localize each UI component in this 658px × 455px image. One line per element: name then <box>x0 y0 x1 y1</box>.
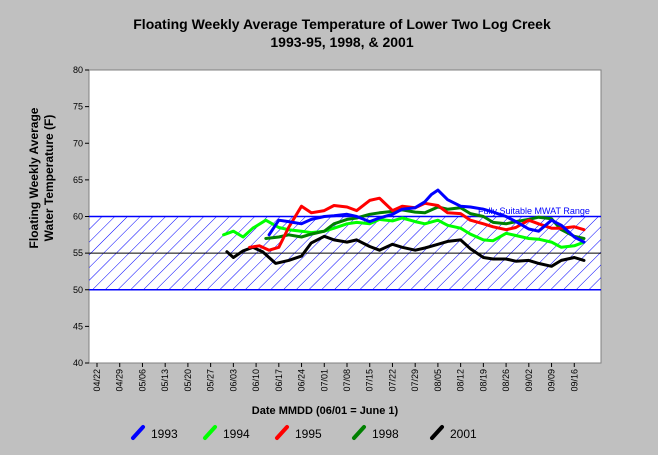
x-tick-label: 06/17 <box>274 369 284 392</box>
y-tick-label: 40 <box>73 358 83 368</box>
x-tick-label: 07/22 <box>387 369 397 392</box>
x-tick-label: 07/29 <box>410 369 420 392</box>
legend: 1993 1994 1995 1998 2001 <box>131 425 477 441</box>
y-tick-label: 55 <box>73 248 83 258</box>
y-axis-label-line1: Floating Weekly Average <box>27 107 41 248</box>
x-tick-label: 09/09 <box>547 369 557 392</box>
legend-label-1993: 1993 <box>151 427 178 441</box>
x-tick-label: 09/02 <box>524 369 534 392</box>
legend-label-1998: 1998 <box>372 427 399 441</box>
x-tick-label: 06/10 <box>251 369 261 392</box>
x-tick-label: 05/13 <box>160 369 170 392</box>
chart-subtitle: 1993-95, 1998, & 2001 <box>270 34 413 50</box>
x-tick-label: 08/12 <box>456 369 466 392</box>
y-tick-label: 45 <box>73 321 83 331</box>
x-tick-label: 04/22 <box>92 369 102 392</box>
legend-swatch-1995 <box>275 425 289 440</box>
x-tick-label: 06/03 <box>228 369 238 392</box>
x-tick-label: 08/19 <box>478 369 488 392</box>
legend-swatch-1993 <box>131 425 145 440</box>
legend-swatch-1994 <box>203 425 217 440</box>
y-tick-label: 65 <box>73 175 83 185</box>
series-line-1998 <box>264 205 586 240</box>
x-tick-label: 05/20 <box>183 369 193 392</box>
x-tick-label: 07/01 <box>319 369 329 392</box>
series-lines <box>222 188 586 268</box>
series-line-1994 <box>222 216 586 249</box>
x-tick-label: 08/26 <box>501 369 511 392</box>
y-tick-label: 60 <box>73 212 83 222</box>
series-line-1993 <box>267 188 586 244</box>
x-tick-label: 05/06 <box>137 369 147 392</box>
x-tick-label: 07/08 <box>342 369 352 392</box>
x-tick-label: 06/24 <box>297 369 307 392</box>
y-tick-label: 75 <box>73 102 83 112</box>
y-tick-label: 70 <box>73 138 83 148</box>
series-line-2001 <box>225 234 586 268</box>
x-tick-label: 05/27 <box>206 369 216 392</box>
x-axis-label: Date MMDD (06/01 = June 1) <box>252 405 399 417</box>
legend-label-1995: 1995 <box>295 427 322 441</box>
legend-swatch-2001 <box>430 425 444 440</box>
x-axis-ticks: 04/22 04/29 05/06 05/13 05/20 05/27 06/03 06/10… <box>92 363 579 392</box>
x-tick-label: 09/16 <box>569 369 579 392</box>
legend-swatch-1998 <box>352 425 366 440</box>
legend-label-1994: 1994 <box>223 427 250 441</box>
y-axis-ticks: 40 45 50 55 60 65 70 75 80 <box>73 65 89 368</box>
x-tick-label: 07/15 <box>365 369 375 392</box>
chart-title: Floating Weekly Average Temperature of L… <box>133 16 551 32</box>
y-axis-label-line2: Water Temperature (F) <box>42 115 56 242</box>
band-label: Fully Suitable MWAT Range <box>478 206 590 216</box>
y-tick-label: 80 <box>73 65 83 75</box>
y-axis-label: Floating Weekly Average Water Temperatur… <box>27 107 56 248</box>
y-tick-label: 50 <box>73 285 83 295</box>
x-tick-label: 08/05 <box>433 369 443 392</box>
x-tick-label: 04/29 <box>115 369 125 392</box>
legend-label-2001: 2001 <box>450 427 477 441</box>
